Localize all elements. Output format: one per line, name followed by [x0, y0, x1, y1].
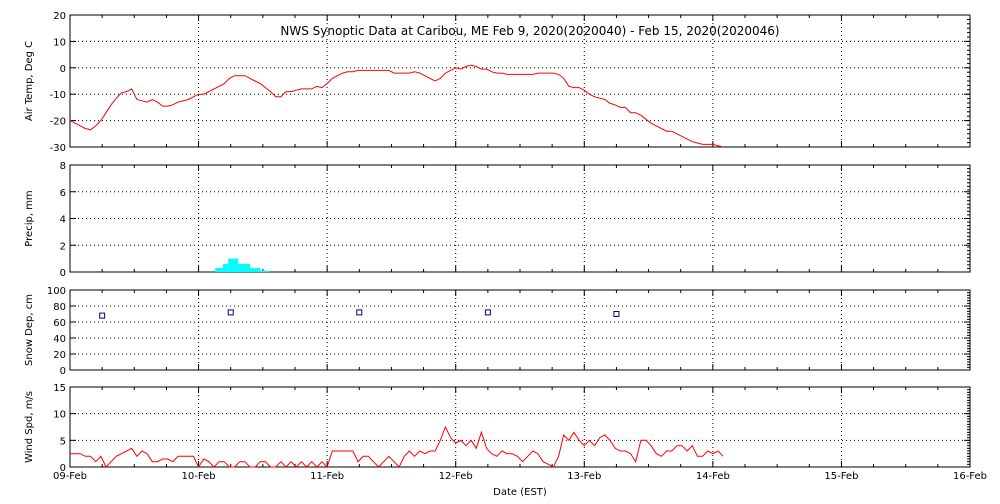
precip-bar	[215, 267, 223, 272]
snow-depth-point	[99, 312, 106, 319]
y-axis-label: Snow Dep, cm	[24, 294, 35, 366]
precip-bar	[250, 267, 261, 272]
panel-3: 100 80 60 40 20 0 Snow Dep, cm	[24, 286, 971, 377]
snow-depth-point	[484, 309, 491, 316]
snow-depth-point	[227, 309, 234, 316]
x-tick-label: 12-Feb	[439, 471, 473, 482]
y-tick-label: -10	[50, 90, 66, 101]
y-tick-label: -20	[50, 117, 66, 128]
y-tick-label: 10	[53, 37, 66, 48]
y-tick-label: 2	[60, 241, 66, 252]
y-tick-label: 0	[60, 64, 66, 75]
chart-title: NWS Synoptic Data at Caribou, ME Feb 9, …	[280, 24, 779, 38]
y-axis-label: Precip, mm	[24, 190, 35, 246]
x-tick-label: 09-Feb	[53, 471, 87, 482]
y-tick-label: 20	[53, 11, 66, 22]
panel-1: 20 10 0 -10 -20 -30 Air Temp, Deg C	[24, 11, 971, 154]
y-tick-label: 6	[60, 188, 66, 199]
panel-frame	[69, 289, 971, 371]
x-tick-label: 11-Feb	[310, 471, 344, 482]
y-tick-label: 4	[60, 215, 66, 226]
x-tick-label: 10-Feb	[182, 471, 216, 482]
panel-2: 8 6 4 2 0 Precip, mm	[24, 161, 971, 279]
x-tick-label: 13-Feb	[567, 471, 601, 482]
air-temp-line	[69, 64, 724, 148]
y-tick-label: 40	[53, 334, 66, 345]
y-tick-label: 0	[60, 463, 66, 474]
precip-bar	[228, 258, 239, 272]
precip-bar	[260, 270, 270, 272]
y-tick-label: 0	[60, 366, 66, 377]
wind-speed-line	[70, 425, 724, 469]
panel-frame	[69, 386, 971, 468]
snow-depth-point	[613, 311, 620, 317]
y-tick-label: 60	[53, 318, 66, 329]
snow-depth-point	[356, 309, 363, 316]
y-tick-label: 0	[60, 268, 66, 279]
x-tick-label: 15-Feb	[824, 471, 858, 482]
y-tick-label: 15	[53, 383, 66, 394]
y-tick-label: 5	[60, 436, 66, 447]
x-axis-label: Date (EST)	[493, 487, 547, 498]
y-tick-label: 8	[60, 161, 66, 172]
y-tick-label: -30	[50, 143, 66, 154]
y-axis-label: Air Temp, Deg C	[24, 41, 35, 121]
y-tick-label: 80	[53, 302, 66, 313]
x-tick-label: 14-Feb	[696, 471, 730, 482]
y-axis-label: Wind Spd, m/s	[24, 391, 35, 463]
y-tick-label: 10	[53, 410, 66, 421]
y-tick-label: 20	[53, 350, 66, 361]
precip-bar	[223, 263, 229, 272]
precip-bar	[238, 263, 250, 272]
x-tick-label: 16-Feb	[953, 471, 987, 482]
panel-4: 15 10 5 0 Wind Spd, m/s	[24, 383, 971, 474]
y-tick-label: 100	[47, 286, 66, 297]
